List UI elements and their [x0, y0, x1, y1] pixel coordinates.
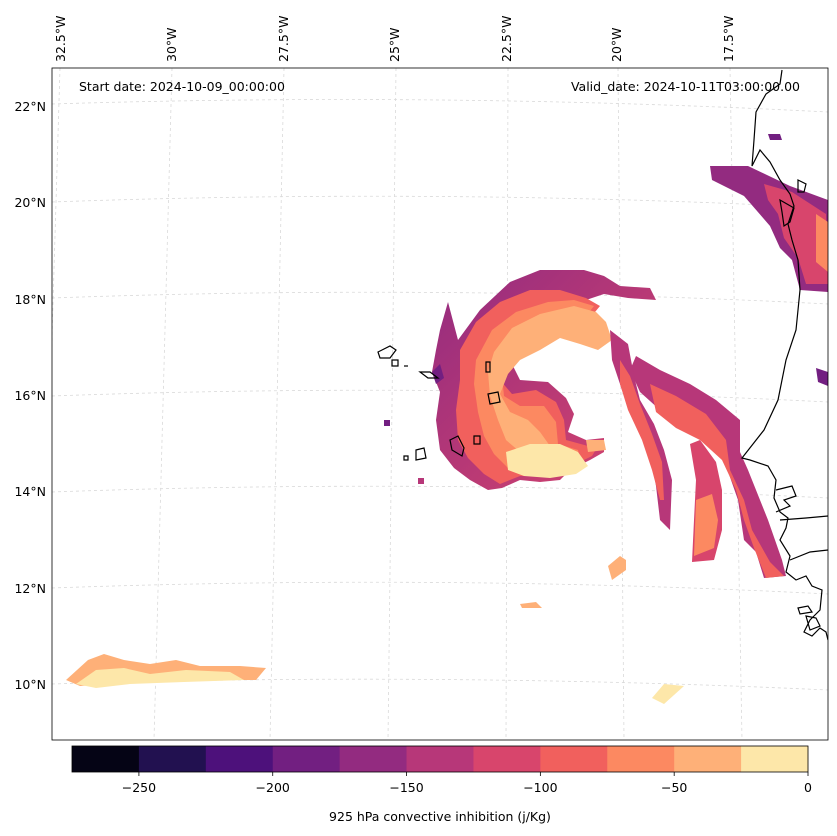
guinea-bissau-coast — [779, 515, 828, 521]
colorbar-border — [71, 745, 809, 773]
colorbar — [71, 745, 809, 773]
colorbar-segment — [406, 746, 474, 772]
lon-label: 20°W — [609, 27, 624, 62]
colorbar-segment — [272, 746, 341, 772]
island-sal — [485, 361, 491, 373]
cin-contours — [66, 134, 828, 704]
contour-spiral-core — [506, 444, 588, 478]
lon-label: 25°W — [387, 27, 402, 62]
colorbar-tick-label: −50 — [661, 780, 687, 795]
contour-sw-strip-inner — [76, 668, 244, 688]
lat-label: 14°N — [14, 484, 46, 499]
lat-label: 18°N — [14, 292, 46, 307]
colorbar-segment — [473, 746, 541, 772]
africa-coastline — [740, 69, 828, 641]
colorbar-segment — [540, 746, 608, 772]
island-santiago — [449, 435, 465, 457]
contour-east-edge — [816, 368, 828, 386]
colorbar-segment — [607, 746, 675, 772]
contour-coast-band-core — [816, 214, 828, 272]
contour-patch-south3 — [652, 684, 684, 704]
island-fogo — [415, 447, 427, 461]
island-brava — [403, 455, 409, 461]
contour-small-west — [432, 364, 444, 384]
lat-label: 16°N — [14, 388, 46, 403]
lon-label: 22.5°W — [499, 16, 514, 62]
contour-patch-south — [608, 556, 626, 580]
contour-small-dot2 — [418, 478, 424, 484]
contour-spiral-light — [488, 306, 612, 458]
island-sao-vicente — [391, 359, 399, 367]
coastlines — [740, 69, 828, 641]
lon-label: 32.5°W — [53, 16, 68, 62]
colorbar-tick-label: −200 — [256, 780, 290, 795]
lat-label: 10°N — [14, 677, 46, 692]
lat-label: 22°N — [14, 99, 46, 114]
lon-label: 30°W — [164, 27, 179, 62]
longitude-labels: 32.5°W 30°W 27.5°W 25°W 22.5°W 20°W 17.5… — [53, 16, 736, 62]
contour-band-2-inner — [620, 360, 664, 500]
coast-ne-bay — [797, 179, 807, 193]
map-content — [52, 68, 828, 740]
colorbar-segment — [72, 746, 140, 772]
colorbar-segment — [741, 746, 809, 772]
island-santo-antao — [377, 345, 397, 359]
map-frame — [51, 67, 829, 741]
colorbar-segment — [674, 746, 742, 772]
colorbar-label: 925 hPa convective inhibition (j/Kg) — [329, 809, 551, 824]
contour-small-dot — [384, 420, 390, 426]
colorbar-tick-label: −150 — [389, 780, 423, 795]
contour-small-ne — [768, 134, 782, 140]
lat-label: 20°N — [14, 195, 46, 210]
canary-coast — [779, 198, 795, 228]
colorbar-tick-label: −100 — [523, 780, 557, 795]
latitude-labels: 22°N 20°N 18°N 16°N 14°N 12°N 10°N — [14, 99, 46, 692]
guinea-coast — [789, 549, 828, 561]
colorbar-segment — [339, 746, 408, 772]
gambia-coast — [775, 485, 797, 513]
contour-coast-band-inner — [764, 184, 828, 284]
coast-south — [805, 615, 821, 631]
lat-label: 12°N — [14, 581, 46, 596]
island-sao-nicolau — [418, 371, 440, 379]
colorbar-tick-label: −250 — [122, 780, 156, 795]
colorbar-ticks: −250 −200 −150 −100 −50 0 — [122, 772, 812, 795]
contour-patch-south2 — [520, 602, 542, 608]
lon-label: 27.5°W — [276, 16, 291, 62]
contour-patch-east — [586, 440, 606, 452]
contour-band-3-inner — [694, 494, 718, 556]
bijagos-islands — [797, 605, 814, 615]
lon-label: 17.5°W — [721, 16, 736, 62]
valid-date-annotation: Valid_date: 2024-10-11T03:00:00.00 — [571, 79, 800, 94]
island-boa-vista — [487, 391, 501, 405]
contour-band-1-inner — [650, 384, 784, 578]
island-maio — [473, 435, 481, 445]
start-date-annotation: Start date: 2024-10-09_00:00:00 — [79, 79, 285, 94]
colorbar-tick-label: 0 — [804, 780, 812, 795]
cape-verde-islands — [377, 345, 501, 461]
colorbar-segment — [138, 746, 207, 772]
colorbar-segment — [205, 746, 274, 772]
